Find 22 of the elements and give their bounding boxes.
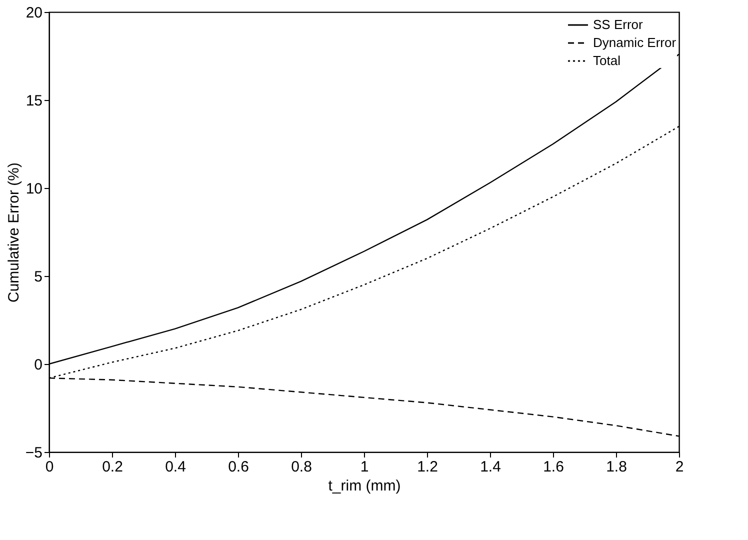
y-tick-label: 20 <box>26 4 42 22</box>
x-tick-label: 0.8 <box>291 458 312 476</box>
x-tick-label: 0 <box>45 458 54 476</box>
x-tick-label: 0.4 <box>165 458 186 476</box>
legend-label: SS Error <box>593 17 644 32</box>
y-tick-label: −5 <box>25 444 42 462</box>
legend-label: Dynamic Error <box>593 35 677 50</box>
y-axis-title: Cumulative Error (%) <box>5 162 22 303</box>
x-tick-label: 0.2 <box>102 458 123 476</box>
y-tick-label: 5 <box>34 268 42 286</box>
y-tick-label: 10 <box>26 180 42 198</box>
legend-label: Total <box>593 53 621 68</box>
x-tick-label: 1.6 <box>543 458 564 476</box>
y-tick-label: 15 <box>26 92 42 110</box>
y-tick-label: 0 <box>34 356 42 374</box>
x-tick-label: 1 <box>360 458 369 476</box>
x-tick-label: 1.8 <box>606 458 627 476</box>
x-axis-title: t_rim (mm) <box>328 478 401 494</box>
x-tick-label: 1.4 <box>480 458 501 476</box>
x-tick-label: 2 <box>675 458 684 476</box>
x-tick-label: 1.2 <box>417 458 438 476</box>
x-tick-label: 0.6 <box>228 458 249 476</box>
